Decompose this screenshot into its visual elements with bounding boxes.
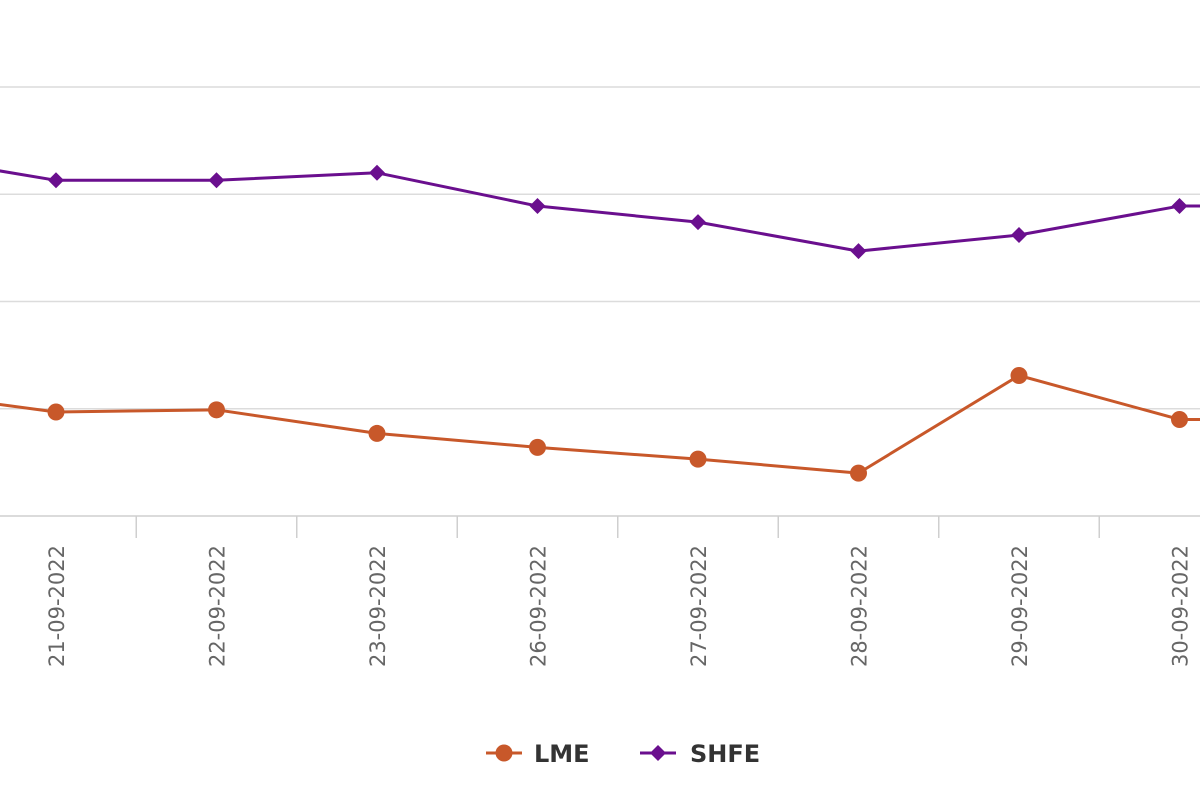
data-point-shfe[interactable] [48,172,64,189]
data-point-shfe[interactable] [369,164,385,181]
data-point-shfe[interactable] [1171,198,1188,215]
grid-lines [0,86,1200,410]
data-point-lme[interactable] [368,424,386,442]
legend-marker-diamond [650,745,666,761]
series-line-lme [0,374,1200,475]
series-group [0,164,1200,482]
data-point-shfe[interactable] [850,243,867,260]
data-point-lme[interactable] [1171,410,1188,428]
data-point-lme[interactable] [47,403,65,421]
legend-marker-circle [495,744,513,762]
x-tick-label: 30-09-2022 [1169,545,1193,667]
legend-item-lme[interactable]: LME [486,740,590,768]
x-tick-label: 28-09-2022 [848,545,872,667]
data-point-shfe[interactable] [208,172,225,189]
data-point-lme[interactable] [1010,367,1028,385]
x-tick-label: 23-09-2022 [366,545,390,667]
legend-label: SHFE [690,740,760,768]
x-tick-label: 22-09-2022 [206,545,230,667]
x-tick-label: 29-09-2022 [1008,545,1032,667]
data-point-shfe[interactable] [529,198,546,215]
x-tick-label: 21-09-2022 [45,545,69,667]
data-point-lme[interactable] [529,438,546,456]
data-point-shfe[interactable] [1011,227,1027,244]
x-axis: 21-09-2022 22-09-2022 23-09-2022 26-09-2022… [0,515,1200,667]
legend-item-shfe[interactable]: SHFE [640,740,760,768]
data-point-shfe[interactable] [690,214,706,231]
series-line-shfe [0,169,1200,253]
series-lme [0,367,1200,482]
x-tick-label: 27-09-2022 [687,545,711,667]
data-point-lme[interactable] [850,464,867,482]
series-shfe [0,164,1200,260]
data-point-lme[interactable] [689,450,707,468]
x-tick-label: 26-09-2022 [527,545,551,667]
legend[interactable]: LME SHFE [486,740,760,768]
legend-label: LME [534,740,590,768]
data-point-lme[interactable] [208,401,225,419]
